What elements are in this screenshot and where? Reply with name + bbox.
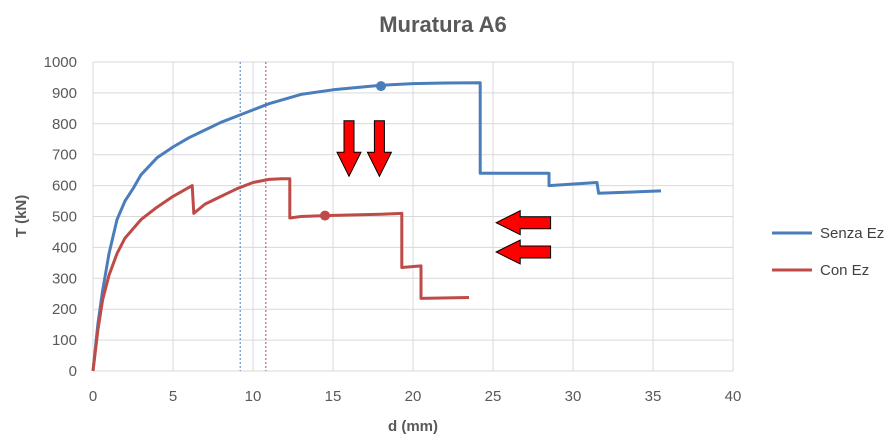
series-marker-2 — [320, 210, 330, 221]
legend-label: Senza Ez — [820, 225, 884, 242]
y-tick-label: 1000 — [44, 54, 77, 71]
y-tick-label: 900 — [52, 85, 77, 102]
y-tick-labels: 0 100 200 300 400 500 600 700 800 900 1000 — [44, 54, 77, 380]
x-tick-label: 40 — [725, 388, 742, 405]
arrow-down — [366, 120, 393, 178]
series-layer — [91, 81, 662, 372]
legend: Senza Ez Con Ez — [772, 225, 884, 279]
x-tick-label: 30 — [565, 388, 582, 405]
arrow-down — [336, 120, 362, 178]
x-tick-label: 10 — [245, 388, 262, 405]
x-tick-label: 25 — [485, 388, 502, 405]
x-tick-label: 5 — [169, 388, 177, 405]
y-tick-label: 300 — [52, 270, 77, 287]
series-line-2 — [91, 177, 470, 372]
arrow-left — [495, 209, 552, 236]
legend-label: Con Ez — [820, 262, 869, 279]
y-tick-label: 800 — [52, 116, 77, 133]
arrows-layer — [336, 120, 552, 265]
y-tick-label: 700 — [52, 147, 77, 164]
x-tick-label: 20 — [405, 388, 422, 405]
grid — [92, 61, 734, 372]
y-tick-label: 600 — [52, 178, 77, 195]
x-axis-label: d (mm) — [388, 418, 438, 435]
y-tick-label: 400 — [52, 239, 77, 256]
x-tick-label: 0 — [89, 388, 97, 405]
series-marker-1 — [376, 81, 386, 92]
x-tick-label: 15 — [325, 388, 342, 405]
y-tick-label: 500 — [52, 209, 77, 226]
chart-title: Muratura A6 — [379, 12, 507, 37]
y-tick-label: 0 — [69, 363, 77, 380]
y-tick-label: 200 — [52, 301, 77, 318]
series-line-1 — [91, 81, 662, 372]
y-axis-label: T (kN) — [13, 195, 30, 238]
x-tick-label: 35 — [645, 388, 662, 405]
x-tick-labels: 0 5 10 15 20 25 30 35 40 — [89, 388, 742, 405]
y-tick-label: 100 — [52, 332, 77, 349]
arrow-left — [495, 239, 552, 265]
reference-lines — [239, 62, 267, 371]
